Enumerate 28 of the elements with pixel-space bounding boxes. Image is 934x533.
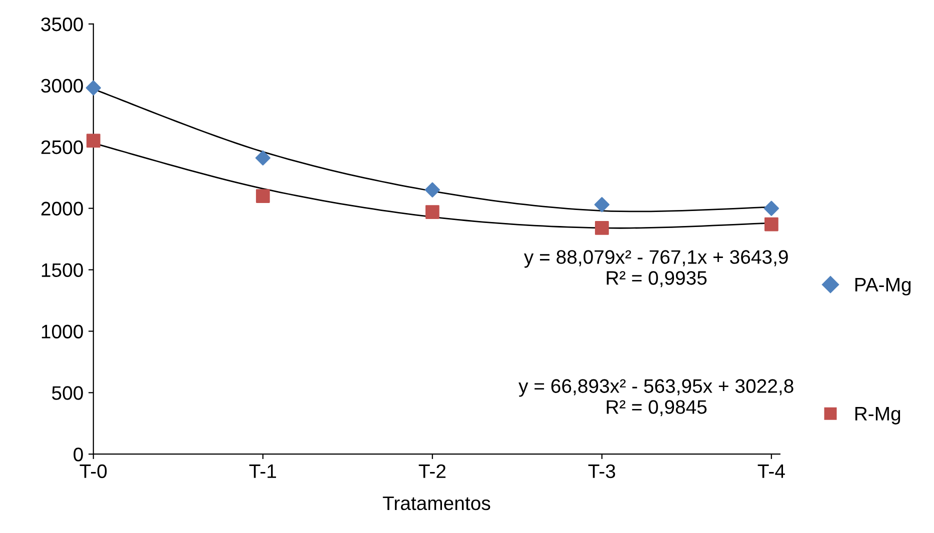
point bbox=[86, 134, 100, 148]
x-tick-label: T-2 bbox=[418, 464, 446, 478]
point bbox=[425, 205, 440, 219]
x-tick-label: T-4 bbox=[758, 464, 785, 478]
point bbox=[764, 217, 778, 232]
point bbox=[594, 197, 610, 212]
point bbox=[594, 221, 609, 235]
annotation: y = 66,893x² - 563,95x + 3022,8 R² = 0,9845 bbox=[518, 379, 794, 416]
x-tick-label: T-1 bbox=[249, 464, 276, 478]
y-tick-label: 2000 bbox=[41, 202, 83, 216]
annotation: y = 88,079x² - 767,1x + 3643,9 R² = 0,9935 bbox=[524, 250, 788, 288]
y-tick-label: 3500 bbox=[41, 17, 83, 32]
y-tick-label: 1500 bbox=[42, 263, 83, 278]
y-tick-label: 0 bbox=[74, 448, 83, 462]
legend-label: R-Mg bbox=[855, 407, 900, 424]
point bbox=[86, 80, 101, 96]
y-tick-label: 3000 bbox=[41, 78, 83, 93]
y-tick-label: 1000 bbox=[42, 324, 83, 338]
point bbox=[256, 189, 270, 203]
y-tick-label: 2500 bbox=[41, 140, 83, 154]
point bbox=[255, 150, 270, 166]
x-tick-label: T-3 bbox=[588, 464, 616, 478]
x-axis-title: Tratamentos bbox=[382, 496, 490, 510]
point bbox=[764, 200, 779, 216]
x-tick-label: T-0 bbox=[80, 464, 107, 478]
legend-label: PA-Mg bbox=[855, 278, 911, 296]
y-tick-label: 500 bbox=[52, 386, 83, 400]
point bbox=[424, 182, 440, 198]
